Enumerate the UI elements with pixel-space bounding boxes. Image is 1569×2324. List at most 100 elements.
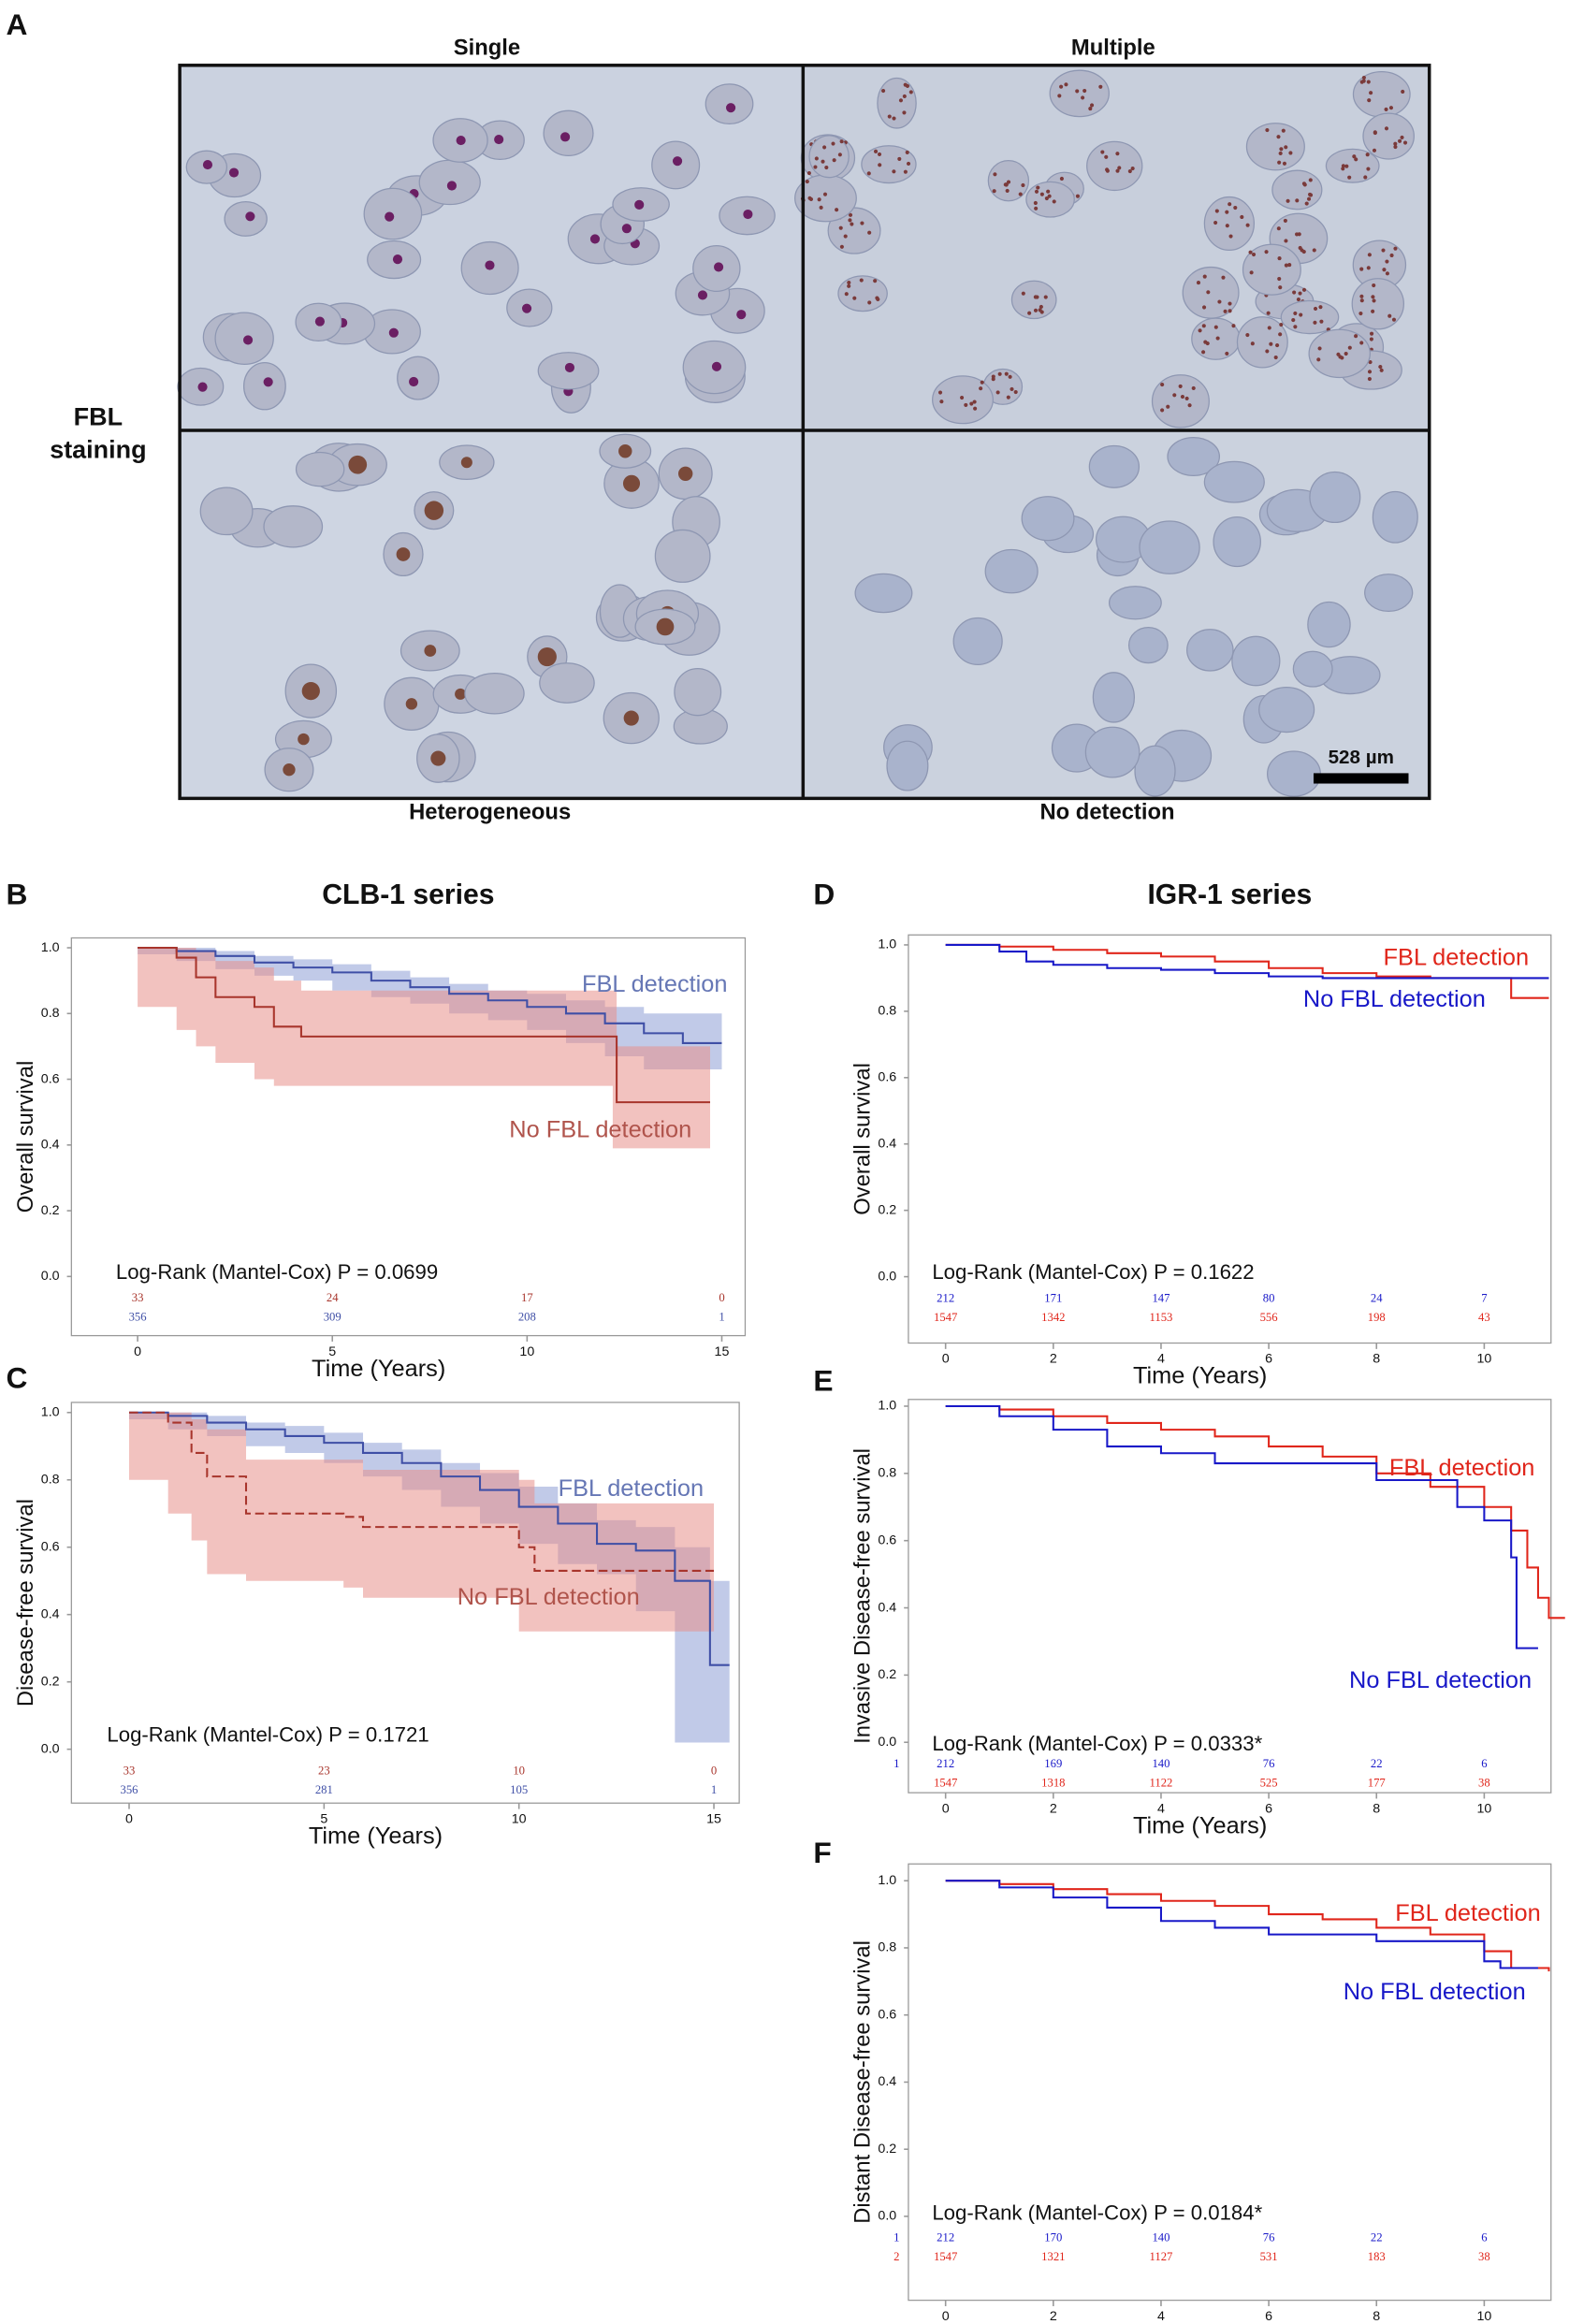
micrograph-borders: 528 µm: [178, 64, 1431, 801]
nucleolus: [1191, 385, 1196, 391]
legend-label: FBL detection: [1389, 1455, 1535, 1481]
x-tick-label: 15: [706, 1811, 721, 1826]
nucleolus: [424, 645, 437, 657]
nucleolus: [875, 296, 879, 300]
nucleolus: [1276, 226, 1281, 231]
nucleolus: [1317, 346, 1322, 351]
nucleolus: [997, 371, 1002, 376]
survival-curve: [138, 946, 711, 1104]
nucleus: [1021, 496, 1075, 542]
nucleolus: [1267, 326, 1271, 330]
nucleolus: [409, 376, 419, 387]
nucleolus: [905, 150, 909, 154]
y-tick-label: 0.4: [41, 1138, 60, 1153]
nucleus: [1231, 635, 1281, 687]
nucleolus: [1284, 145, 1288, 150]
legend-label: No FBL detection: [1349, 1667, 1532, 1693]
x-tick-label: 2: [1050, 2309, 1057, 2324]
y-tick-label: 0.2: [41, 1203, 60, 1218]
nucleus: [1010, 280, 1057, 320]
nucleolus: [589, 234, 601, 244]
nucleolus: [1359, 298, 1364, 303]
nucleus: [654, 529, 711, 583]
nucleus: [1139, 520, 1200, 574]
at-risk-count: 33: [132, 1291, 144, 1304]
nucleolus: [1359, 341, 1364, 345]
nucleolus: [1358, 311, 1363, 316]
nucleolus: [1187, 403, 1192, 408]
y-tick-label: 0.6: [878, 1070, 896, 1085]
nucleolus: [992, 189, 996, 194]
risk-row-label: 1: [893, 1757, 899, 1770]
nucleolus: [1283, 218, 1287, 223]
nucleus: [1292, 650, 1333, 688]
nucleolus: [711, 361, 722, 371]
nucleolus: [1282, 161, 1287, 166]
nucleolus: [736, 310, 747, 320]
at-risk-count: 1342: [1041, 1311, 1065, 1324]
nucleolus: [903, 82, 908, 87]
nucleolus: [1291, 318, 1296, 323]
nucleolus: [1298, 291, 1302, 296]
nucleolus: [831, 141, 835, 146]
nucleolus: [848, 212, 853, 217]
nucleolus: [995, 390, 1000, 395]
panel-letter: A: [7, 7, 28, 41]
nucleolus: [1033, 308, 1039, 312]
nucleus: [808, 135, 850, 179]
nucleus: [539, 662, 595, 704]
nucleolus: [1354, 157, 1358, 162]
at-risk-count: 208: [518, 1311, 536, 1324]
x-axis-label: Time (Years): [312, 1356, 445, 1382]
nucleolus: [1266, 311, 1271, 315]
scale-bar: [1313, 773, 1409, 784]
nucleus: [1127, 627, 1169, 664]
nucleolus: [1302, 182, 1307, 187]
nucleolus: [1248, 250, 1253, 254]
nucleus: [877, 77, 917, 129]
nucleolus: [1059, 176, 1064, 182]
nucleolus: [1284, 263, 1288, 268]
nucleolus: [1371, 295, 1375, 299]
at-risk-count: 6: [1481, 2231, 1487, 2244]
y-tick-label: 0.2: [878, 1202, 896, 1217]
survival-curve: [945, 1404, 1538, 1649]
nucleolus: [1369, 337, 1373, 341]
nucleolus: [814, 156, 819, 161]
nucleus: [1245, 123, 1305, 171]
x-tick-label: 8: [1373, 1352, 1380, 1367]
nucleolus: [621, 224, 632, 234]
nucleolus: [1400, 135, 1404, 139]
x-axis-label: Time (Years): [1133, 2320, 1267, 2324]
nucleolus: [1172, 393, 1177, 398]
nucleolus: [1307, 192, 1313, 196]
nucleolus: [348, 455, 368, 474]
nucleolus: [1318, 305, 1323, 310]
nucleolus: [969, 401, 974, 406]
at-risk-count: 17: [521, 1291, 533, 1304]
at-risk-count: 1: [711, 1783, 717, 1796]
nucleolus: [1217, 299, 1222, 304]
nucleolus: [1338, 355, 1343, 359]
annotation: Log-Rank (Mantel-Cox) P = 0.1721: [107, 1723, 429, 1747]
nucleolus: [1365, 153, 1370, 157]
nucleolus: [564, 362, 575, 372]
nucleus: [543, 109, 594, 157]
nucleolus: [1225, 351, 1229, 356]
chart: C Time (Years) Disease-free survival 0.0 0.2…: [7, 1361, 740, 1849]
chart-title: IGR-1 series: [1147, 879, 1312, 910]
y-tick-label: 0.2: [878, 1667, 896, 1682]
nucleolus: [1027, 311, 1032, 315]
nucleolus: [878, 163, 882, 167]
nucleolus: [1306, 196, 1312, 201]
nucleus: [1352, 71, 1411, 118]
at-risk-count: 0: [711, 1764, 717, 1777]
nucleolus: [446, 181, 458, 191]
at-risk-count: 212: [937, 1291, 954, 1304]
nucleolus: [1206, 290, 1211, 295]
nucleolus: [1213, 220, 1218, 225]
nucleolus: [837, 153, 842, 157]
x-tick-label: 6: [1265, 2309, 1272, 2324]
at-risk-count: 33: [123, 1764, 136, 1777]
x-axis-label: Time (Years): [1133, 1363, 1267, 1389]
